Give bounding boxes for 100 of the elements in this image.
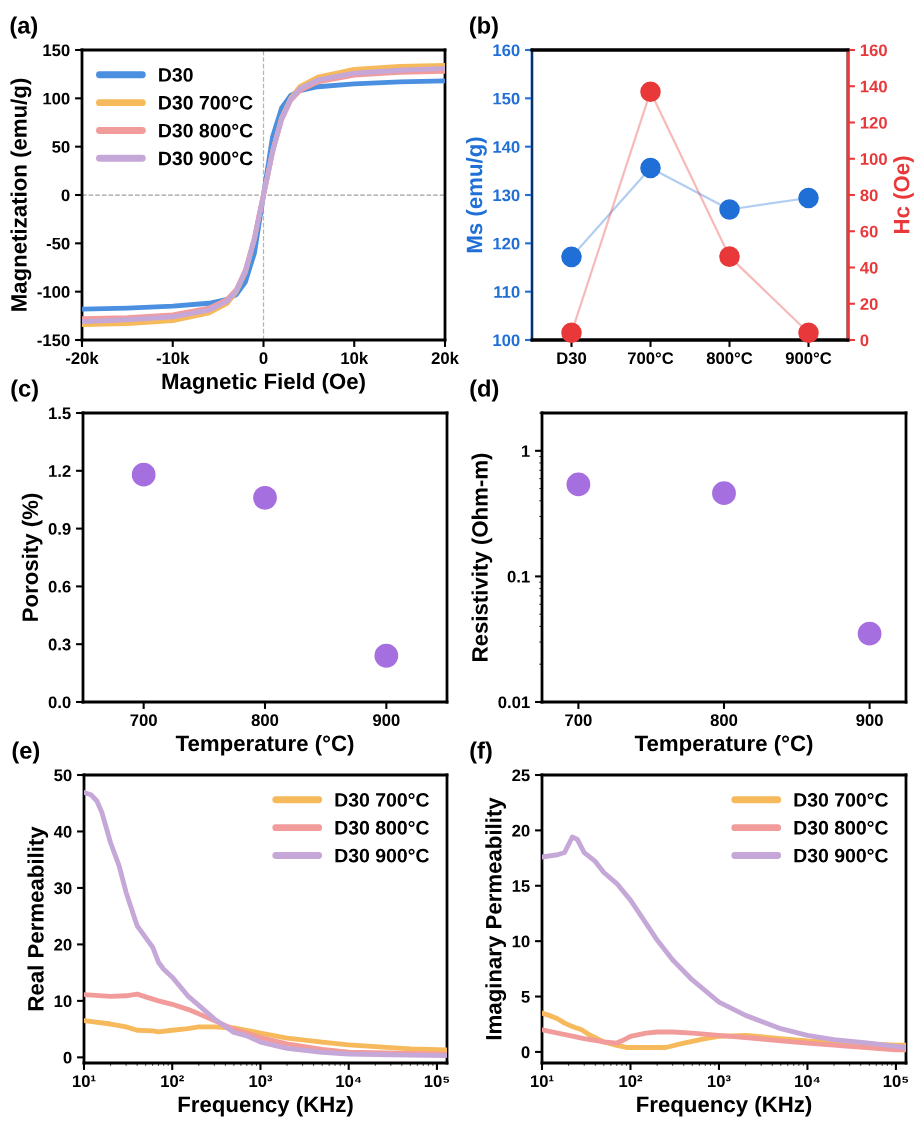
x-tick-label: 800 — [710, 714, 738, 727]
y-tick-label: 40 — [53, 825, 72, 838]
x-tick-label: 10⁵ — [424, 1075, 450, 1088]
x-tick-label: -10k — [156, 351, 190, 365]
x-tick-label: 700°C — [627, 352, 674, 365]
x-tick-label: 10⁴ — [795, 1075, 820, 1088]
y2-tick-label: 160 — [860, 44, 887, 57]
legend-label: D30 800°C — [335, 820, 429, 835]
chart-title: (b) — [469, 16, 498, 39]
point — [131, 462, 156, 487]
point — [561, 246, 582, 268]
x-tick-label: 10⁴ — [336, 1075, 362, 1088]
y-tick-label: 20 — [54, 938, 72, 951]
x-tick-label: 700 — [130, 714, 157, 727]
x-tick-label: 800°C — [706, 352, 753, 365]
point — [712, 481, 736, 506]
point — [719, 199, 740, 220]
y-tick-label: 130 — [493, 189, 520, 202]
y-tick-label: 10 — [54, 995, 72, 1008]
point — [566, 472, 591, 497]
x-axis-title: Temperature (°C) — [175, 734, 354, 756]
y-tick-label: 140 — [493, 141, 520, 153]
y-tick-label: 1 — [521, 445, 530, 457]
y2-tick-label: 140 — [860, 80, 887, 93]
x-tick-label: 10² — [619, 1075, 643, 1088]
legend-label: D30 700°C — [159, 95, 253, 110]
x-tick-label: 800 — [251, 714, 279, 727]
point — [798, 187, 819, 209]
y-tick-label: 0.0 — [48, 696, 71, 709]
chart-title: (a) — [10, 16, 38, 39]
y-tick-label: 20 — [512, 824, 530, 837]
point — [640, 81, 661, 102]
y2-tick-label: 40 — [860, 261, 878, 274]
y-tick-label: 5 — [521, 991, 530, 1003]
y-tick-label: 100 — [493, 334, 520, 347]
y2-tick-label: 20 — [860, 298, 878, 310]
y-tick-label: 120 — [493, 237, 520, 250]
y-tick-label: 100 — [43, 92, 70, 105]
point — [719, 246, 740, 267]
x-axis-title: Magnetic Field (Oe) — [162, 372, 365, 394]
x-axis-title: Frequency (KHz) — [178, 1095, 353, 1117]
legend-label: D30 900°C — [794, 848, 888, 863]
y-tick-label: 50 — [54, 769, 72, 782]
y-tick-label: 25 — [512, 769, 530, 782]
legend-label: D30 900°C — [159, 151, 253, 166]
x-tick-label: 10³ — [707, 1075, 731, 1088]
y2-tick-label: 0 — [860, 334, 869, 347]
legend-label: D30 800°C — [794, 820, 888, 835]
y-tick-label: 150 — [43, 44, 70, 57]
y-tick-label: 15 — [512, 880, 530, 892]
y-axis-title: Porosity (%) — [21, 493, 43, 621]
x-tick-label: 0 — [259, 352, 268, 365]
x-tick-label: 900 — [373, 714, 400, 727]
y-tick-label: 0.9 — [48, 523, 71, 535]
x-tick-label: 700 — [565, 714, 592, 727]
y-tick-label: 0.1 — [507, 570, 530, 583]
y-tick-label: 0.01 — [498, 696, 530, 709]
legend-label: D30 — [159, 68, 193, 82]
y-tick-label: -50 — [46, 237, 70, 250]
x-tick-label: 10⁵ — [883, 1075, 909, 1088]
y-tick-label: 10 — [512, 935, 530, 948]
y-tick-label: 0 — [61, 189, 70, 202]
legend-label: D30 800°C — [159, 123, 253, 138]
y-tick-label: -150 — [37, 334, 70, 347]
y-tick-label: 150 — [493, 92, 520, 105]
legend-label: D30 700°C — [335, 793, 429, 807]
y-axis-title: Imaginary Permeability — [485, 797, 507, 1040]
y-tick-label: 0 — [63, 1051, 72, 1064]
point — [253, 485, 277, 510]
x-axis-title: Frequency (KHz) — [637, 1095, 812, 1117]
legend-label: D30 900°C — [335, 848, 429, 863]
y-tick-label: 1.5 — [49, 407, 71, 420]
y-axis-title: Magnetization (emu/g) — [10, 78, 32, 311]
y-tick-label: 1.2 — [49, 465, 71, 477]
x-tick-label: 10k — [341, 351, 369, 365]
y2-axis-title: Hc (Oe) — [893, 156, 914, 234]
chart-title: (f) — [470, 741, 492, 764]
y-axis-title: Ms (emu/g) — [466, 137, 487, 253]
legend-label: D30 700°C — [794, 793, 888, 807]
y-tick-label: 0.6 — [48, 580, 71, 593]
chart-title: (c) — [11, 379, 38, 402]
x-tick-label: 10¹ — [531, 1075, 554, 1088]
point — [798, 322, 819, 344]
y-tick-label: 160 — [493, 44, 520, 57]
point — [640, 157, 661, 179]
x-tick-label: -20k — [65, 351, 99, 365]
y-tick-label: 110 — [494, 286, 520, 298]
y2-tick-label: 80 — [860, 189, 878, 202]
x-tick-label: 20k — [431, 351, 459, 365]
y2-tick-label: 100 — [860, 153, 887, 165]
x-tick-label: D30 — [557, 352, 587, 365]
x-tick-label: 10³ — [249, 1075, 273, 1088]
x-axis-title: Temperature (°C) — [634, 734, 813, 756]
y-axis-title: Resistivity (Ohm-m) — [471, 453, 493, 661]
y-tick-label: 30 — [54, 882, 72, 895]
y2-tick-label: 60 — [860, 225, 878, 238]
y-tick-label: 0.3 — [48, 638, 71, 651]
x-tick-label: 900°C — [785, 352, 832, 365]
chart-title: (e) — [12, 741, 40, 764]
y-tick-label: -100 — [37, 286, 70, 298]
